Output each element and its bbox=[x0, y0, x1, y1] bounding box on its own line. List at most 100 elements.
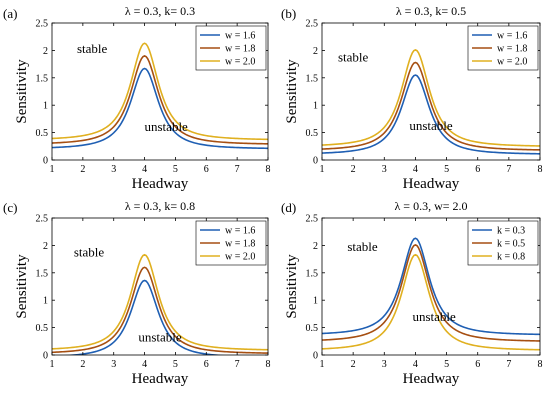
y-tick-label: 1.5 bbox=[306, 73, 319, 84]
panel-letter: (c) bbox=[3, 200, 17, 215]
annotation-unstable: unstable bbox=[412, 309, 456, 324]
legend-label: w = 1.6 bbox=[497, 31, 527, 42]
series-line-3 bbox=[322, 48, 540, 147]
x-tick-label: 1 bbox=[50, 164, 55, 175]
y-tick-label: 2 bbox=[43, 46, 48, 57]
x-tick-label: 5 bbox=[173, 359, 178, 370]
x-tick-label: 1 bbox=[320, 359, 325, 370]
x-tick-label: 7 bbox=[235, 359, 240, 370]
x-tick-label: 1 bbox=[320, 164, 325, 175]
x-tick-label: 1 bbox=[50, 359, 55, 370]
x-tick-label: 7 bbox=[235, 164, 240, 175]
y-tick-label: 0 bbox=[313, 351, 318, 362]
chart-title: λ = 0.3, k= 0.5 bbox=[396, 4, 466, 18]
annotation-stable: stable bbox=[347, 239, 378, 254]
legend: k = 0.3 k = 0.5 k = 0.8 bbox=[467, 220, 539, 266]
series-group bbox=[52, 253, 268, 355]
y-tick-label: 2.5 bbox=[306, 19, 319, 30]
panel-letter: (a) bbox=[3, 6, 17, 21]
x-tick-label: 5 bbox=[173, 164, 178, 175]
x-tick-label: 5 bbox=[444, 359, 449, 370]
y-tick-label: 1 bbox=[313, 296, 318, 307]
x-tick-label: 2 bbox=[351, 359, 356, 370]
chart-title: λ = 0.3, w= 2.0 bbox=[394, 199, 467, 213]
chart-panel-2: (b) λ = 0.3, k= 0.5 1 2 3 4 5 6 7 8 0 0.5 1 1.5 2 2.5 He… bbox=[281, 4, 543, 192]
x-axis-label: Headway bbox=[403, 176, 460, 192]
plot-frame bbox=[321, 217, 541, 356]
series-group bbox=[52, 42, 268, 150]
annotation-stable: stable bbox=[74, 244, 105, 259]
legend-label: w = 1.8 bbox=[497, 44, 527, 55]
x-tick-label: 6 bbox=[475, 359, 480, 370]
series-group bbox=[322, 237, 540, 351]
annotation-unstable: unstable bbox=[409, 118, 453, 133]
x-axis-label: Headway bbox=[132, 176, 189, 192]
y-tick-label: 0 bbox=[43, 156, 48, 167]
y-tick-label: 2 bbox=[313, 46, 318, 57]
legend: w = 1.6 w = 1.8 w = 2.0 bbox=[195, 220, 267, 266]
x-tick-label: 6 bbox=[204, 359, 209, 370]
x-tick-label: 8 bbox=[266, 164, 271, 175]
series-line-3 bbox=[322, 253, 540, 351]
x-tick-label: 3 bbox=[382, 164, 387, 175]
y-tick-label: 2.5 bbox=[36, 19, 49, 30]
legend-label: w = 1.8 bbox=[225, 44, 255, 55]
x-tick-label: 7 bbox=[506, 359, 511, 370]
series-line-3 bbox=[52, 253, 268, 351]
y-axis-label: Sensitivity bbox=[284, 254, 300, 319]
y-tick-label: 0.5 bbox=[306, 128, 319, 139]
x-tick-label: 4 bbox=[142, 164, 147, 175]
annotation-unstable: unstable bbox=[138, 329, 182, 344]
x-tick-label: 3 bbox=[382, 359, 387, 370]
series-line-2 bbox=[52, 266, 268, 354]
y-axis-label: Sensitivity bbox=[14, 59, 30, 124]
series-line-2 bbox=[322, 243, 540, 342]
series-line-3 bbox=[52, 42, 268, 141]
legend: w = 1.6 w = 1.8 w = 2.0 bbox=[195, 25, 267, 71]
x-tick-label: 4 bbox=[142, 359, 147, 370]
x-tick-label: 4 bbox=[413, 359, 418, 370]
y-tick-label: 1 bbox=[313, 101, 318, 112]
series-line-1 bbox=[63, 279, 226, 355]
series-line-1 bbox=[52, 67, 268, 150]
legend-label: k = 0.5 bbox=[497, 239, 525, 250]
chart-panel-4: (d) λ = 0.3, w= 2.0 1 2 3 4 5 6 7 8 0 0.5 1 1.5 2 2.5 He… bbox=[281, 199, 543, 387]
y-tick-label: 1 bbox=[43, 101, 48, 112]
y-tick-label: 1 bbox=[43, 296, 48, 307]
series-line-2 bbox=[322, 61, 540, 151]
x-tick-label: 7 bbox=[506, 164, 511, 175]
panel-letter: (d) bbox=[281, 200, 296, 215]
x-tick-label: 2 bbox=[80, 359, 85, 370]
y-tick-label: 1.5 bbox=[36, 73, 49, 84]
legend-label: w = 2.0 bbox=[225, 252, 255, 263]
plot-frame bbox=[51, 22, 269, 161]
chart-title: λ = 0.3, k= 0.3 bbox=[125, 4, 195, 18]
y-tick-label: 2.5 bbox=[36, 214, 49, 225]
y-tick-label: 1.5 bbox=[306, 268, 319, 279]
chart-panel-3: (c) λ = 0.3, k= 0.8 1 2 3 4 5 6 7 8 0 0.5 1 1.5 2 2.5 He… bbox=[3, 199, 271, 387]
x-tick-label: 3 bbox=[111, 359, 116, 370]
y-axis-label: Sensitivity bbox=[284, 59, 300, 124]
y-tick-label: 1.5 bbox=[36, 268, 49, 279]
annotation-stable: stable bbox=[338, 49, 369, 64]
y-tick-label: 2 bbox=[313, 241, 318, 252]
x-tick-label: 6 bbox=[475, 164, 480, 175]
legend-label: k = 0.8 bbox=[497, 252, 525, 263]
x-tick-label: 2 bbox=[80, 164, 85, 175]
x-tick-label: 8 bbox=[538, 164, 543, 175]
x-tick-label: 8 bbox=[538, 359, 543, 370]
y-tick-label: 0 bbox=[43, 351, 48, 362]
legend-label: w = 1.6 bbox=[225, 31, 255, 42]
legend-label: w = 2.0 bbox=[497, 57, 527, 68]
x-tick-label: 3 bbox=[111, 164, 116, 175]
panel-letter: (b) bbox=[281, 6, 296, 21]
y-tick-label: 2 bbox=[43, 241, 48, 252]
legend-label: w = 2.0 bbox=[225, 57, 255, 68]
annotation-unstable: unstable bbox=[145, 119, 189, 134]
x-tick-label: 4 bbox=[413, 164, 418, 175]
chart-panel-1: (a) λ = 0.3, k= 0.3 1 2 3 4 5 6 7 8 0 0.5 1 1.5 2 2.5 He… bbox=[3, 4, 271, 192]
legend-label: w = 1.6 bbox=[225, 226, 255, 237]
legend-label: k = 0.3 bbox=[497, 226, 525, 237]
x-tick-label: 2 bbox=[351, 164, 356, 175]
